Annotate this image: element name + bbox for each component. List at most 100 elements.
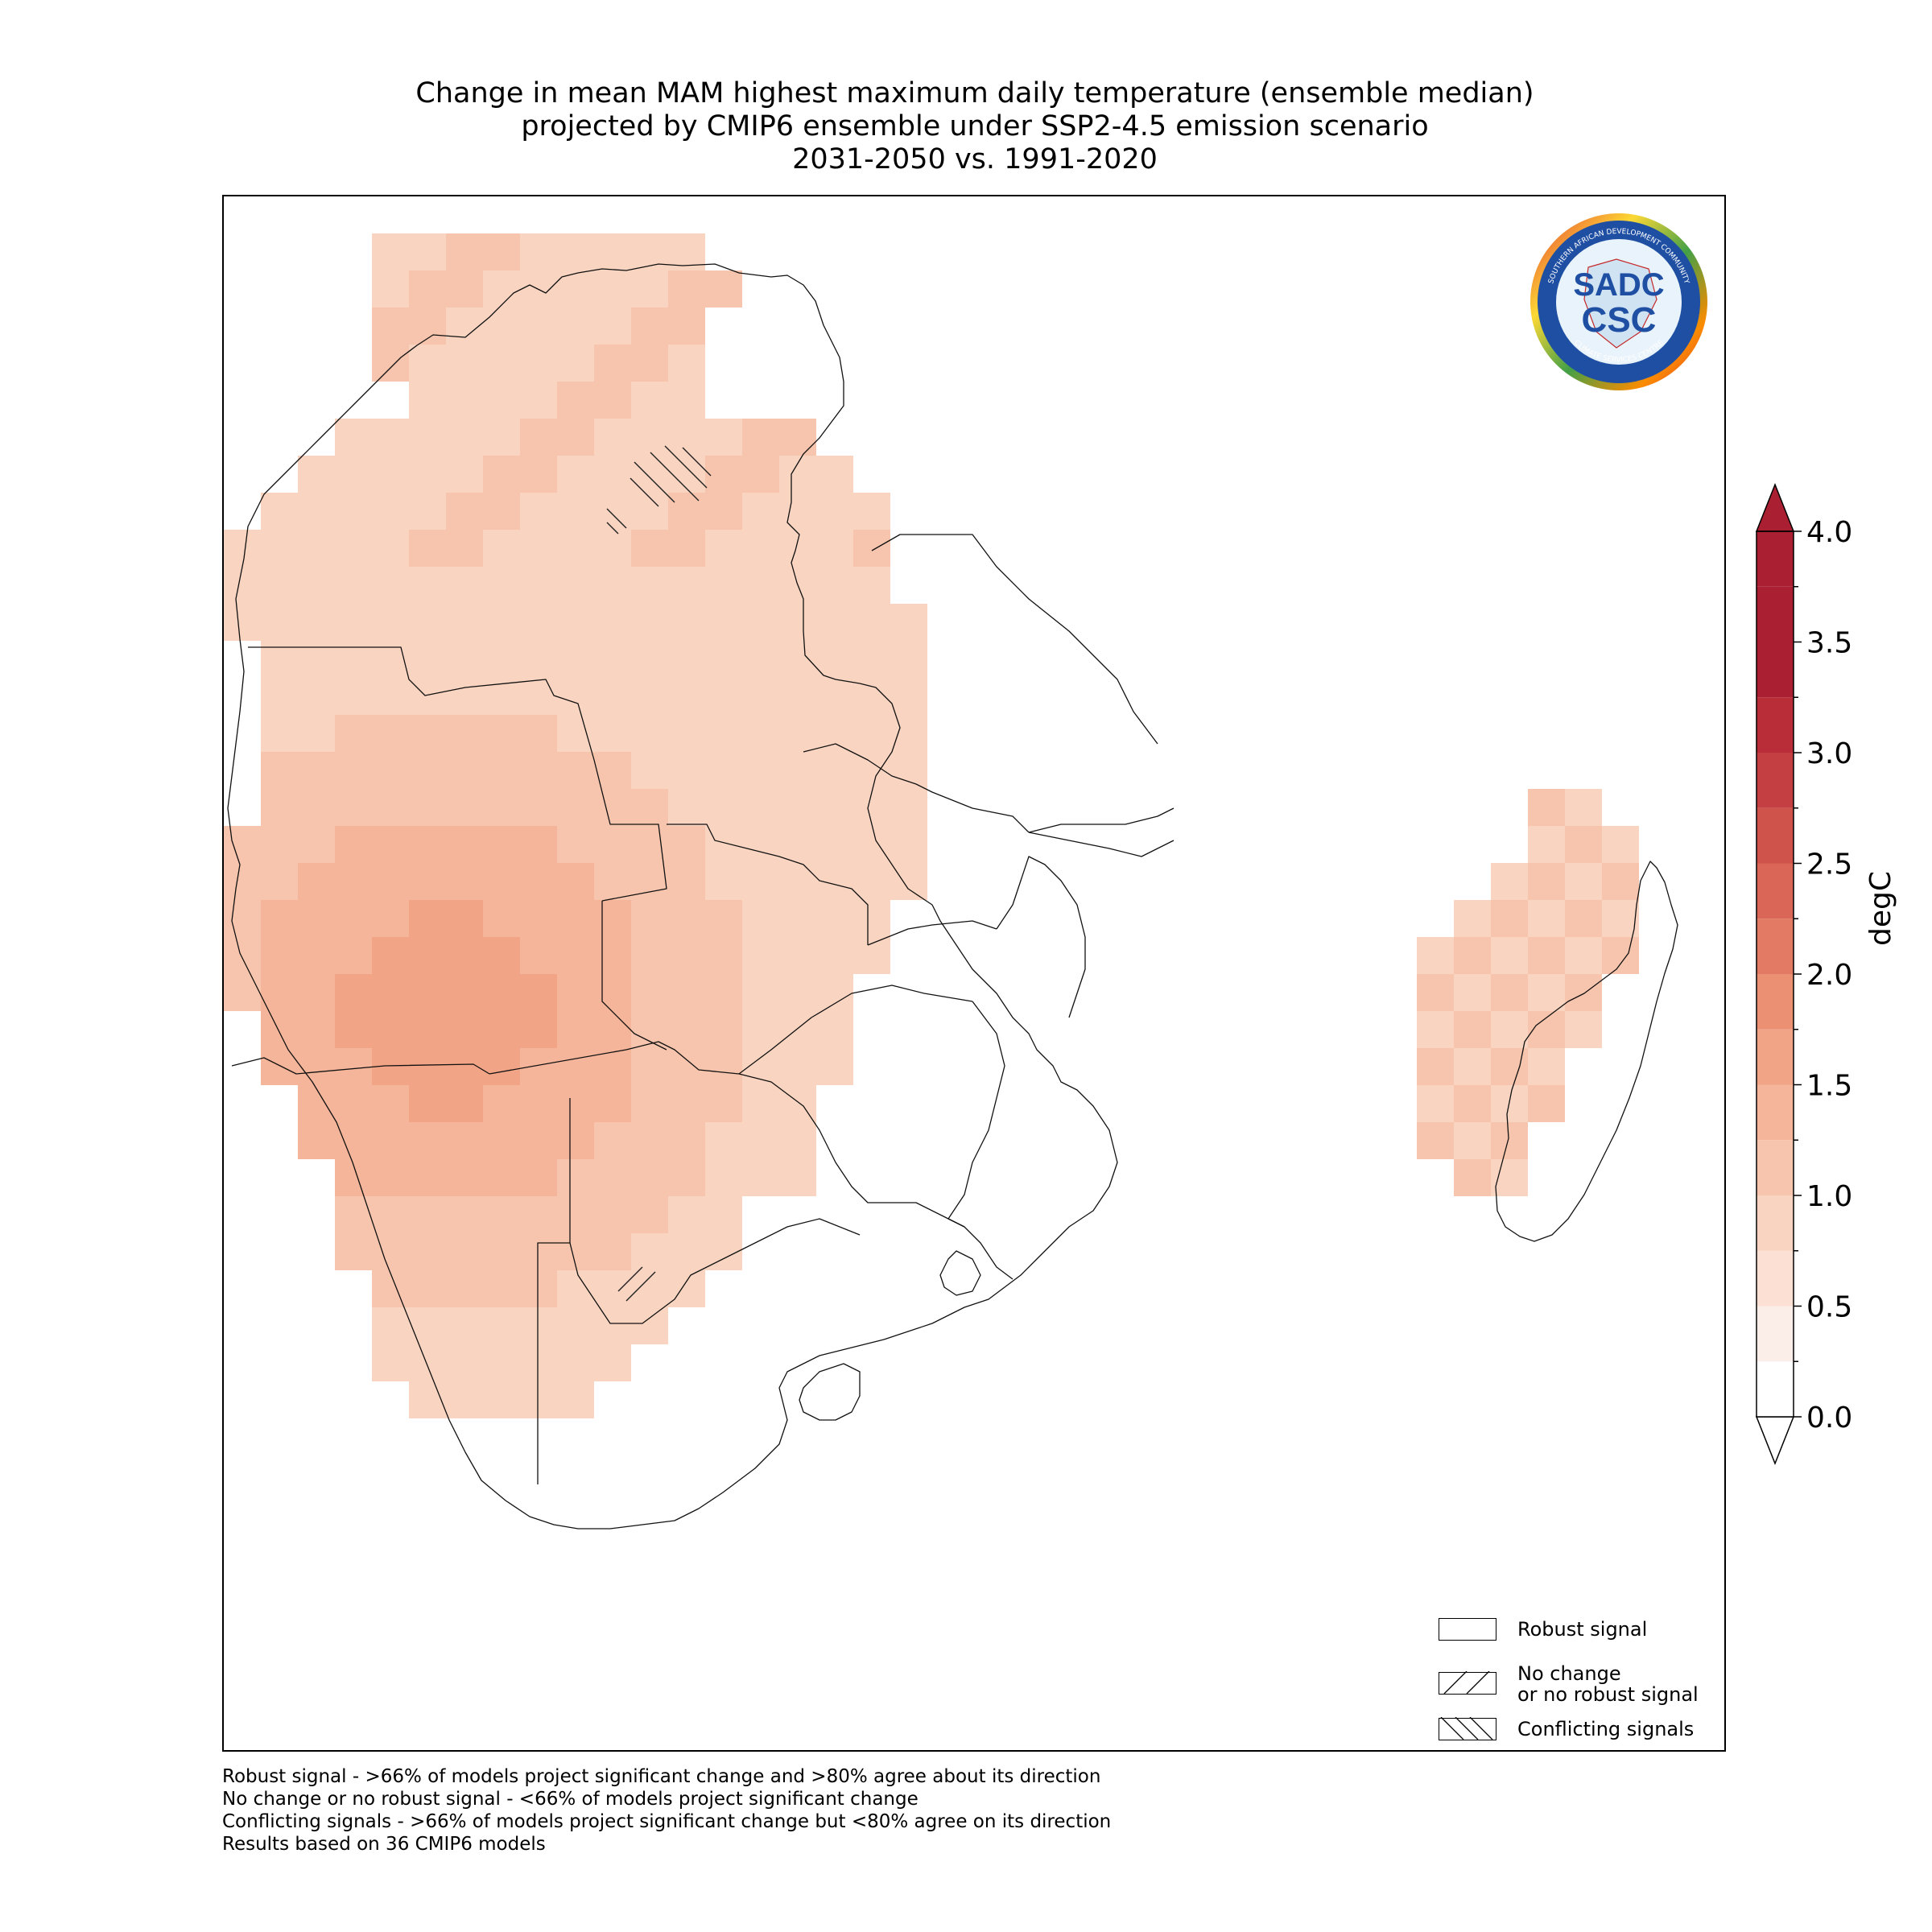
grid-cell <box>557 715 594 752</box>
grid-cell <box>853 641 890 678</box>
grid-cell <box>1602 937 1639 974</box>
colorbar-segment <box>1757 697 1794 753</box>
grid-cell <box>335 678 372 715</box>
colorbar-tick-label: 0.5 <box>1806 1291 1852 1324</box>
colorbar: 0.0 0.5 1.0 1.5 2.0 2.5 3.0 3.5 4.0 <box>1755 483 1852 1466</box>
grid-cell <box>483 270 520 308</box>
legend-conflicting-swatch <box>1439 1717 1496 1740</box>
grid-cell <box>705 789 742 826</box>
colorbar-segment <box>1757 586 1794 642</box>
grid-cell <box>483 863 520 900</box>
border-botswana-zimbabwe <box>738 1073 965 1228</box>
sadc-csc-logo: SADC CSC SOUTHERN AFRICAN DEVELOPMENT CO… <box>1530 213 1707 390</box>
colorbar-tick-label: 1.0 <box>1806 1180 1852 1213</box>
grid-cell <box>705 493 742 530</box>
grid-cell <box>335 1011 372 1048</box>
grid-cell <box>1528 826 1565 863</box>
grid-cell <box>668 308 705 345</box>
grid-cell <box>372 456 409 493</box>
grid-cell <box>483 308 520 345</box>
colorbar-segment <box>1757 1250 1794 1307</box>
grid-cell <box>742 567 779 604</box>
grid-cell <box>520 1048 557 1085</box>
grid-cell <box>372 752 409 789</box>
grid-cell <box>483 1233 520 1270</box>
grid-cell <box>631 382 668 419</box>
colorbar-tick-label: 2.0 <box>1806 959 1852 992</box>
grid-cell <box>890 715 927 752</box>
colorbar-tick-label: 3.5 <box>1806 627 1852 660</box>
grid-cell <box>409 678 446 715</box>
colorbar-segment <box>1757 807 1794 864</box>
grid-cell <box>890 789 927 826</box>
border-mozambique-southafrica <box>964 1226 1013 1280</box>
grid-cell <box>446 752 483 789</box>
grid-cell <box>372 419 409 456</box>
border-angola-zambia <box>601 901 667 1051</box>
grid-cell <box>557 308 594 345</box>
grid-cell <box>409 233 446 270</box>
chart-title: Change in mean MAM highest maximum daily… <box>222 77 1728 176</box>
colorbar-segment <box>1757 753 1794 808</box>
grid-cell <box>520 493 557 530</box>
grid-cell <box>446 530 483 567</box>
grid-cell <box>705 1122 742 1159</box>
grid-cell <box>705 1233 742 1270</box>
grid-cell <box>816 641 853 678</box>
grid-cell <box>335 863 372 900</box>
grid-cell <box>668 863 705 900</box>
grid-cell <box>409 567 446 604</box>
grid-cell <box>409 1381 446 1418</box>
colorbar-segment <box>1757 974 1794 1030</box>
grid-cell <box>668 641 705 678</box>
grid-cell <box>557 1307 594 1344</box>
grid-cell <box>520 752 557 789</box>
grid-cell <box>409 1011 446 1048</box>
grid-cell <box>557 1085 594 1122</box>
grid-cell <box>1602 826 1639 863</box>
grid-cell <box>890 752 927 789</box>
grid-cell <box>705 641 742 678</box>
grid-cell <box>853 826 890 863</box>
grid-cell <box>409 345 446 382</box>
grid-cell <box>1528 863 1565 900</box>
grid-cell <box>631 974 668 1011</box>
grid-cell <box>261 1048 298 1085</box>
border-namibia-east <box>537 1098 571 1484</box>
grid-cell <box>520 974 557 1011</box>
grid-cell <box>779 604 816 641</box>
grid-cell <box>520 641 557 678</box>
grid-cell <box>816 1011 853 1048</box>
grid-cell <box>594 345 631 382</box>
grid-cell <box>816 715 853 752</box>
grid-cell <box>557 1270 594 1307</box>
legend-robust-swatch <box>1439 1618 1496 1641</box>
grid-cell <box>483 1048 520 1085</box>
grid-cell <box>853 900 890 937</box>
grid-cell <box>446 270 483 308</box>
grid-cell <box>335 567 372 604</box>
grid-cell <box>594 826 631 863</box>
grid-cell <box>372 1307 409 1344</box>
grid-cell <box>594 233 631 270</box>
grid-cell <box>1454 1048 1491 1085</box>
grid-cell <box>520 826 557 863</box>
grid-cell <box>1417 1011 1454 1048</box>
grid-cell <box>335 493 372 530</box>
grid-cell <box>816 826 853 863</box>
grid-cell <box>520 1307 557 1344</box>
grid-cell <box>668 382 705 419</box>
grid-cell <box>890 826 927 863</box>
grid-cell <box>409 863 446 900</box>
colorbar-segment <box>1757 1306 1794 1362</box>
grid-cell <box>668 530 705 567</box>
grid-cell <box>816 530 853 567</box>
grid-cell <box>1565 974 1602 1011</box>
grid-cell <box>483 752 520 789</box>
grid-cell <box>446 419 483 456</box>
grid-cell <box>261 641 298 678</box>
grid-cell <box>816 974 853 1011</box>
grid-cell <box>520 456 557 493</box>
grid-cell <box>409 1233 446 1270</box>
grid-cell <box>261 678 298 715</box>
